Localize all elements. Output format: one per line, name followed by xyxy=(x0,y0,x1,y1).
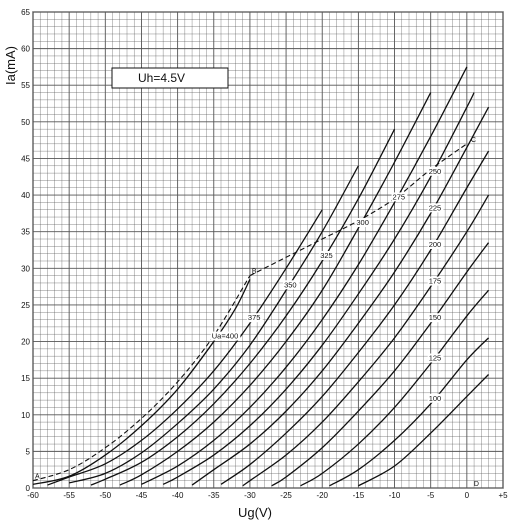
x-tick-label: -5 xyxy=(427,491,435,500)
curve-label-bg xyxy=(283,280,299,290)
curve-series xyxy=(162,92,475,485)
curve-label-bg xyxy=(427,353,444,363)
y-tick-label: 65 xyxy=(21,8,30,17)
minor-grid xyxy=(33,12,503,488)
x-tick-label: -55 xyxy=(63,491,75,500)
x-tick-label: 0 xyxy=(465,491,470,500)
y-tick-label: 30 xyxy=(21,264,30,273)
curve-series xyxy=(90,128,396,486)
x-tick-label: -20 xyxy=(316,491,328,500)
curve-label-bg xyxy=(427,313,444,323)
y-tick-label: 45 xyxy=(21,154,30,163)
y-tick-label: 20 xyxy=(21,338,30,347)
curve-labels: Ua=400 375 350 325 300 275 250 225 200 175 150 125 1… xyxy=(210,166,444,403)
curve-series xyxy=(242,194,490,487)
x-axis-label: Ug(V) xyxy=(238,505,272,520)
curve-label: 300 xyxy=(356,218,369,227)
y-tick-labels: 0 5 10 15 20 25 30 35 40 45 50 55 60 65 xyxy=(21,8,30,493)
curve-label-bg xyxy=(427,276,444,286)
x-tick-label: -30 xyxy=(244,491,256,500)
curve-series xyxy=(119,92,432,486)
x-tick-labels: -60 -55 -50 -45 -40 -35 -30 -25 -20 -15 -10 -5 0 +5 xyxy=(27,491,508,500)
curve-label: 150 xyxy=(429,313,442,322)
point-labels: A B C D xyxy=(35,137,479,488)
point-label: A xyxy=(35,474,40,481)
curve-label: 375 xyxy=(248,313,261,322)
curve-label-bg xyxy=(319,250,336,260)
x-tick-label: -25 xyxy=(280,491,292,500)
curve-label-bg xyxy=(355,218,372,228)
y-tick-label: 60 xyxy=(21,45,30,54)
curve-label: 250 xyxy=(429,167,442,176)
x-tick-label: -60 xyxy=(27,491,39,500)
curve-label: 275 xyxy=(393,192,406,201)
curve-label: 350 xyxy=(284,280,297,289)
y-tick-label: 50 xyxy=(21,118,30,127)
point-label: C xyxy=(471,137,476,144)
x-tick-label: -40 xyxy=(172,491,184,500)
curve-series xyxy=(220,150,490,485)
point-label: D xyxy=(474,481,479,488)
curve-label-bg xyxy=(427,393,444,403)
curve-label: 100 xyxy=(429,394,442,403)
curve-label-bg xyxy=(427,166,444,176)
y-tick-label: 10 xyxy=(21,411,30,420)
curve-series xyxy=(329,337,490,487)
annotation-box xyxy=(111,67,229,89)
curve-label-bg xyxy=(210,331,241,341)
y-tick-label: 0 xyxy=(26,484,31,493)
curve-series xyxy=(300,289,490,487)
curve-series xyxy=(68,165,359,484)
curve-label: 125 xyxy=(429,354,442,363)
y-axis-label: Ia(mA) xyxy=(3,46,18,85)
x-tick-label: -50 xyxy=(100,491,112,500)
point-label: B xyxy=(252,269,257,276)
y-tick-label: 25 xyxy=(21,301,30,310)
curve-label-bg xyxy=(427,240,444,249)
curve-label: 325 xyxy=(320,251,333,260)
curve-series xyxy=(47,209,323,486)
curve-series xyxy=(32,279,251,485)
annotation-text: Uh=4.5V xyxy=(138,71,185,85)
x-tick-label: -35 xyxy=(208,491,220,500)
curve-label-bg xyxy=(246,313,263,323)
curve-series xyxy=(358,374,490,487)
plot-area xyxy=(32,11,504,489)
y-tick-label: 35 xyxy=(21,228,30,237)
x-tick-label: +5 xyxy=(498,491,508,500)
curve-label-bg xyxy=(391,192,408,202)
curve-label: 175 xyxy=(429,277,442,286)
y-tick-label: 55 xyxy=(21,81,30,90)
curve-series xyxy=(141,66,468,485)
curve-series xyxy=(271,242,490,487)
x-tick-label: -10 xyxy=(389,491,401,500)
y-tick-label: 15 xyxy=(21,374,30,383)
curve-series xyxy=(191,106,490,486)
x-tick-label: -15 xyxy=(353,491,365,500)
x-tick-label: -45 xyxy=(136,491,148,500)
curve-label: 200 xyxy=(429,240,442,249)
curve-label: Ua=400 xyxy=(212,332,238,341)
y-tick-label: 5 xyxy=(26,447,31,456)
curve-label: 225 xyxy=(429,203,442,212)
y-tick-label: 40 xyxy=(21,191,30,200)
curve-label-bg xyxy=(427,203,444,213)
